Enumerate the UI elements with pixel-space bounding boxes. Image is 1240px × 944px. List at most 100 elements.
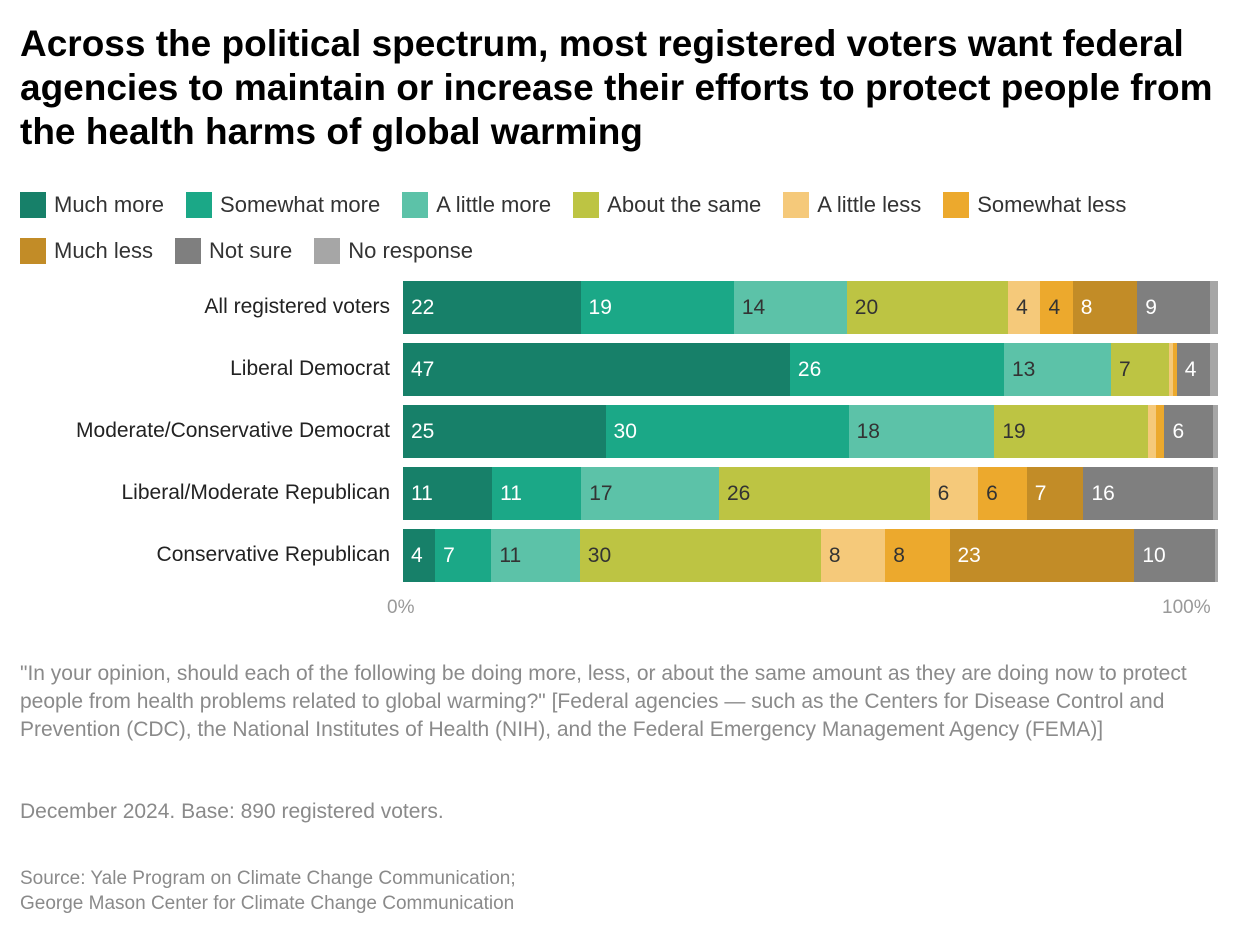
bar-segment: 25 — [403, 405, 606, 458]
legend-swatch — [783, 192, 810, 218]
bar-segment: 22 — [403, 281, 581, 334]
legend-item: Much more — [20, 192, 164, 218]
bar-segment: 11 — [492, 467, 582, 520]
bar-segment — [1213, 467, 1218, 520]
source-line-1: Source: Yale Program on Climate Change C… — [20, 868, 516, 889]
data-label: 47 — [411, 357, 435, 381]
bar-segment: 10 — [1134, 529, 1215, 582]
chart-title: Across the political spectrum, most regi… — [20, 23, 1213, 152]
bar-segment: 30 — [579, 529, 821, 582]
bar-segment: 47 — [403, 343, 790, 396]
data-label: 16 — [1091, 481, 1115, 505]
data-label: 22 — [411, 295, 435, 319]
data-label: 18 — [856, 419, 880, 443]
legend-label: A little less — [817, 192, 922, 217]
row-label: All registered voters — [204, 295, 390, 318]
legend: Much more Somewhat more A little more About… — [20, 192, 1230, 264]
bar-segment: 26 — [718, 467, 930, 520]
bar-segment: 23 — [949, 529, 1135, 582]
bar-segment: 8 — [885, 529, 950, 582]
data-label: 26 — [797, 357, 822, 381]
bar-segment: 9 — [1137, 281, 1210, 334]
legend-swatch — [186, 192, 213, 218]
data-label: 14 — [741, 295, 766, 319]
legend-swatch — [314, 238, 341, 264]
legend-item: Somewhat more — [186, 192, 380, 218]
data-label: 8 — [1080, 295, 1093, 319]
legend-label: A little more — [436, 192, 552, 217]
x-tick-label: 100% — [1162, 597, 1211, 618]
bar-segment: 16 — [1083, 467, 1214, 520]
data-label: 13 — [1011, 357, 1036, 381]
bar-segment: 30 — [605, 405, 849, 458]
bar-segment: 7 — [1026, 467, 1084, 520]
legend-label: Much more — [54, 192, 165, 217]
bar-segment — [1156, 405, 1165, 458]
bar-segment: 13 — [1003, 343, 1111, 396]
legend-label: No response — [348, 238, 473, 263]
data-label: 7 — [1034, 481, 1047, 505]
bar-segment — [1172, 343, 1177, 396]
row-label: Conservative Republican — [156, 543, 390, 566]
data-label: 8 — [828, 543, 841, 567]
bar-segment: 4 — [1040, 281, 1073, 334]
bar-segment: 14 — [733, 281, 847, 334]
legend-swatch — [175, 238, 202, 264]
stacked-bar: 47 26 13 7 4 — [403, 343, 1218, 396]
x-tick-label: 0% — [387, 597, 415, 618]
legend-item: Much less — [20, 238, 153, 264]
data-label: 7 — [1118, 357, 1131, 381]
data-label: 11 — [499, 543, 522, 567]
data-label: 17 — [589, 481, 613, 505]
data-label: 19 — [588, 295, 612, 319]
bar-segment — [1209, 343, 1218, 396]
data-label: 7 — [443, 543, 455, 567]
legend-item: About the same — [573, 192, 761, 218]
bar-segment: 4 — [1008, 281, 1041, 334]
row-label: Liberal Democrat — [230, 357, 390, 380]
question-note: "In your opinion, should each of the fol… — [20, 662, 1187, 741]
data-label: 8 — [893, 543, 905, 567]
bar-segment: 8 — [820, 529, 886, 582]
bar-segment: 4 — [1176, 343, 1210, 396]
data-label: 25 — [411, 419, 435, 443]
legend-item: Not sure — [175, 238, 292, 264]
data-label: 4 — [411, 543, 423, 567]
data-label: 4 — [1016, 295, 1028, 319]
bar-segment: 4 — [403, 529, 436, 582]
bar-segment: 26 — [789, 343, 1004, 396]
bar-segment: 11 — [403, 467, 493, 520]
bar-segment — [1168, 343, 1173, 396]
bar-segment: 11 — [491, 529, 580, 582]
legend-item: A little more — [402, 192, 551, 218]
bar-segment: 17 — [581, 467, 719, 520]
bar-segment: 6 — [1164, 405, 1214, 458]
legend-swatch — [402, 192, 429, 218]
data-label: 6 — [1172, 419, 1185, 443]
data-label: 4 — [1184, 357, 1197, 381]
bar-segment: 20 — [846, 281, 1009, 334]
legend-swatch — [20, 238, 46, 264]
stacked-bar: 25 30 18 19 6 — [403, 405, 1218, 458]
data-label: 10 — [1142, 543, 1166, 567]
stacked-bar: 22 19 14 20 4 4 8 9 — [403, 281, 1218, 334]
bar-segment: 8 — [1072, 281, 1138, 334]
bar-segment: 6 — [929, 467, 979, 520]
data-label: 19 — [1002, 419, 1026, 443]
legend-item: A little less — [783, 192, 921, 218]
bar-segment — [1214, 529, 1218, 582]
data-label: 4 — [1048, 295, 1061, 319]
legend-swatch — [943, 192, 970, 218]
row-label: Moderate/Conservative Democrat — [76, 419, 390, 442]
legend-item: Somewhat less — [943, 192, 1126, 218]
legend-label: About the same — [607, 192, 762, 217]
data-label: 11 — [411, 481, 433, 505]
data-label: 23 — [957, 543, 981, 567]
legend-item: No response — [314, 238, 473, 264]
bar-segment: 19 — [994, 405, 1149, 458]
bar-segment: 7 — [1110, 343, 1169, 396]
source-line-2: George Mason Center for Climate Change C… — [20, 893, 515, 914]
legend-label: Somewhat less — [977, 192, 1127, 217]
data-label: 26 — [726, 481, 751, 505]
bar-segment — [1209, 281, 1218, 334]
